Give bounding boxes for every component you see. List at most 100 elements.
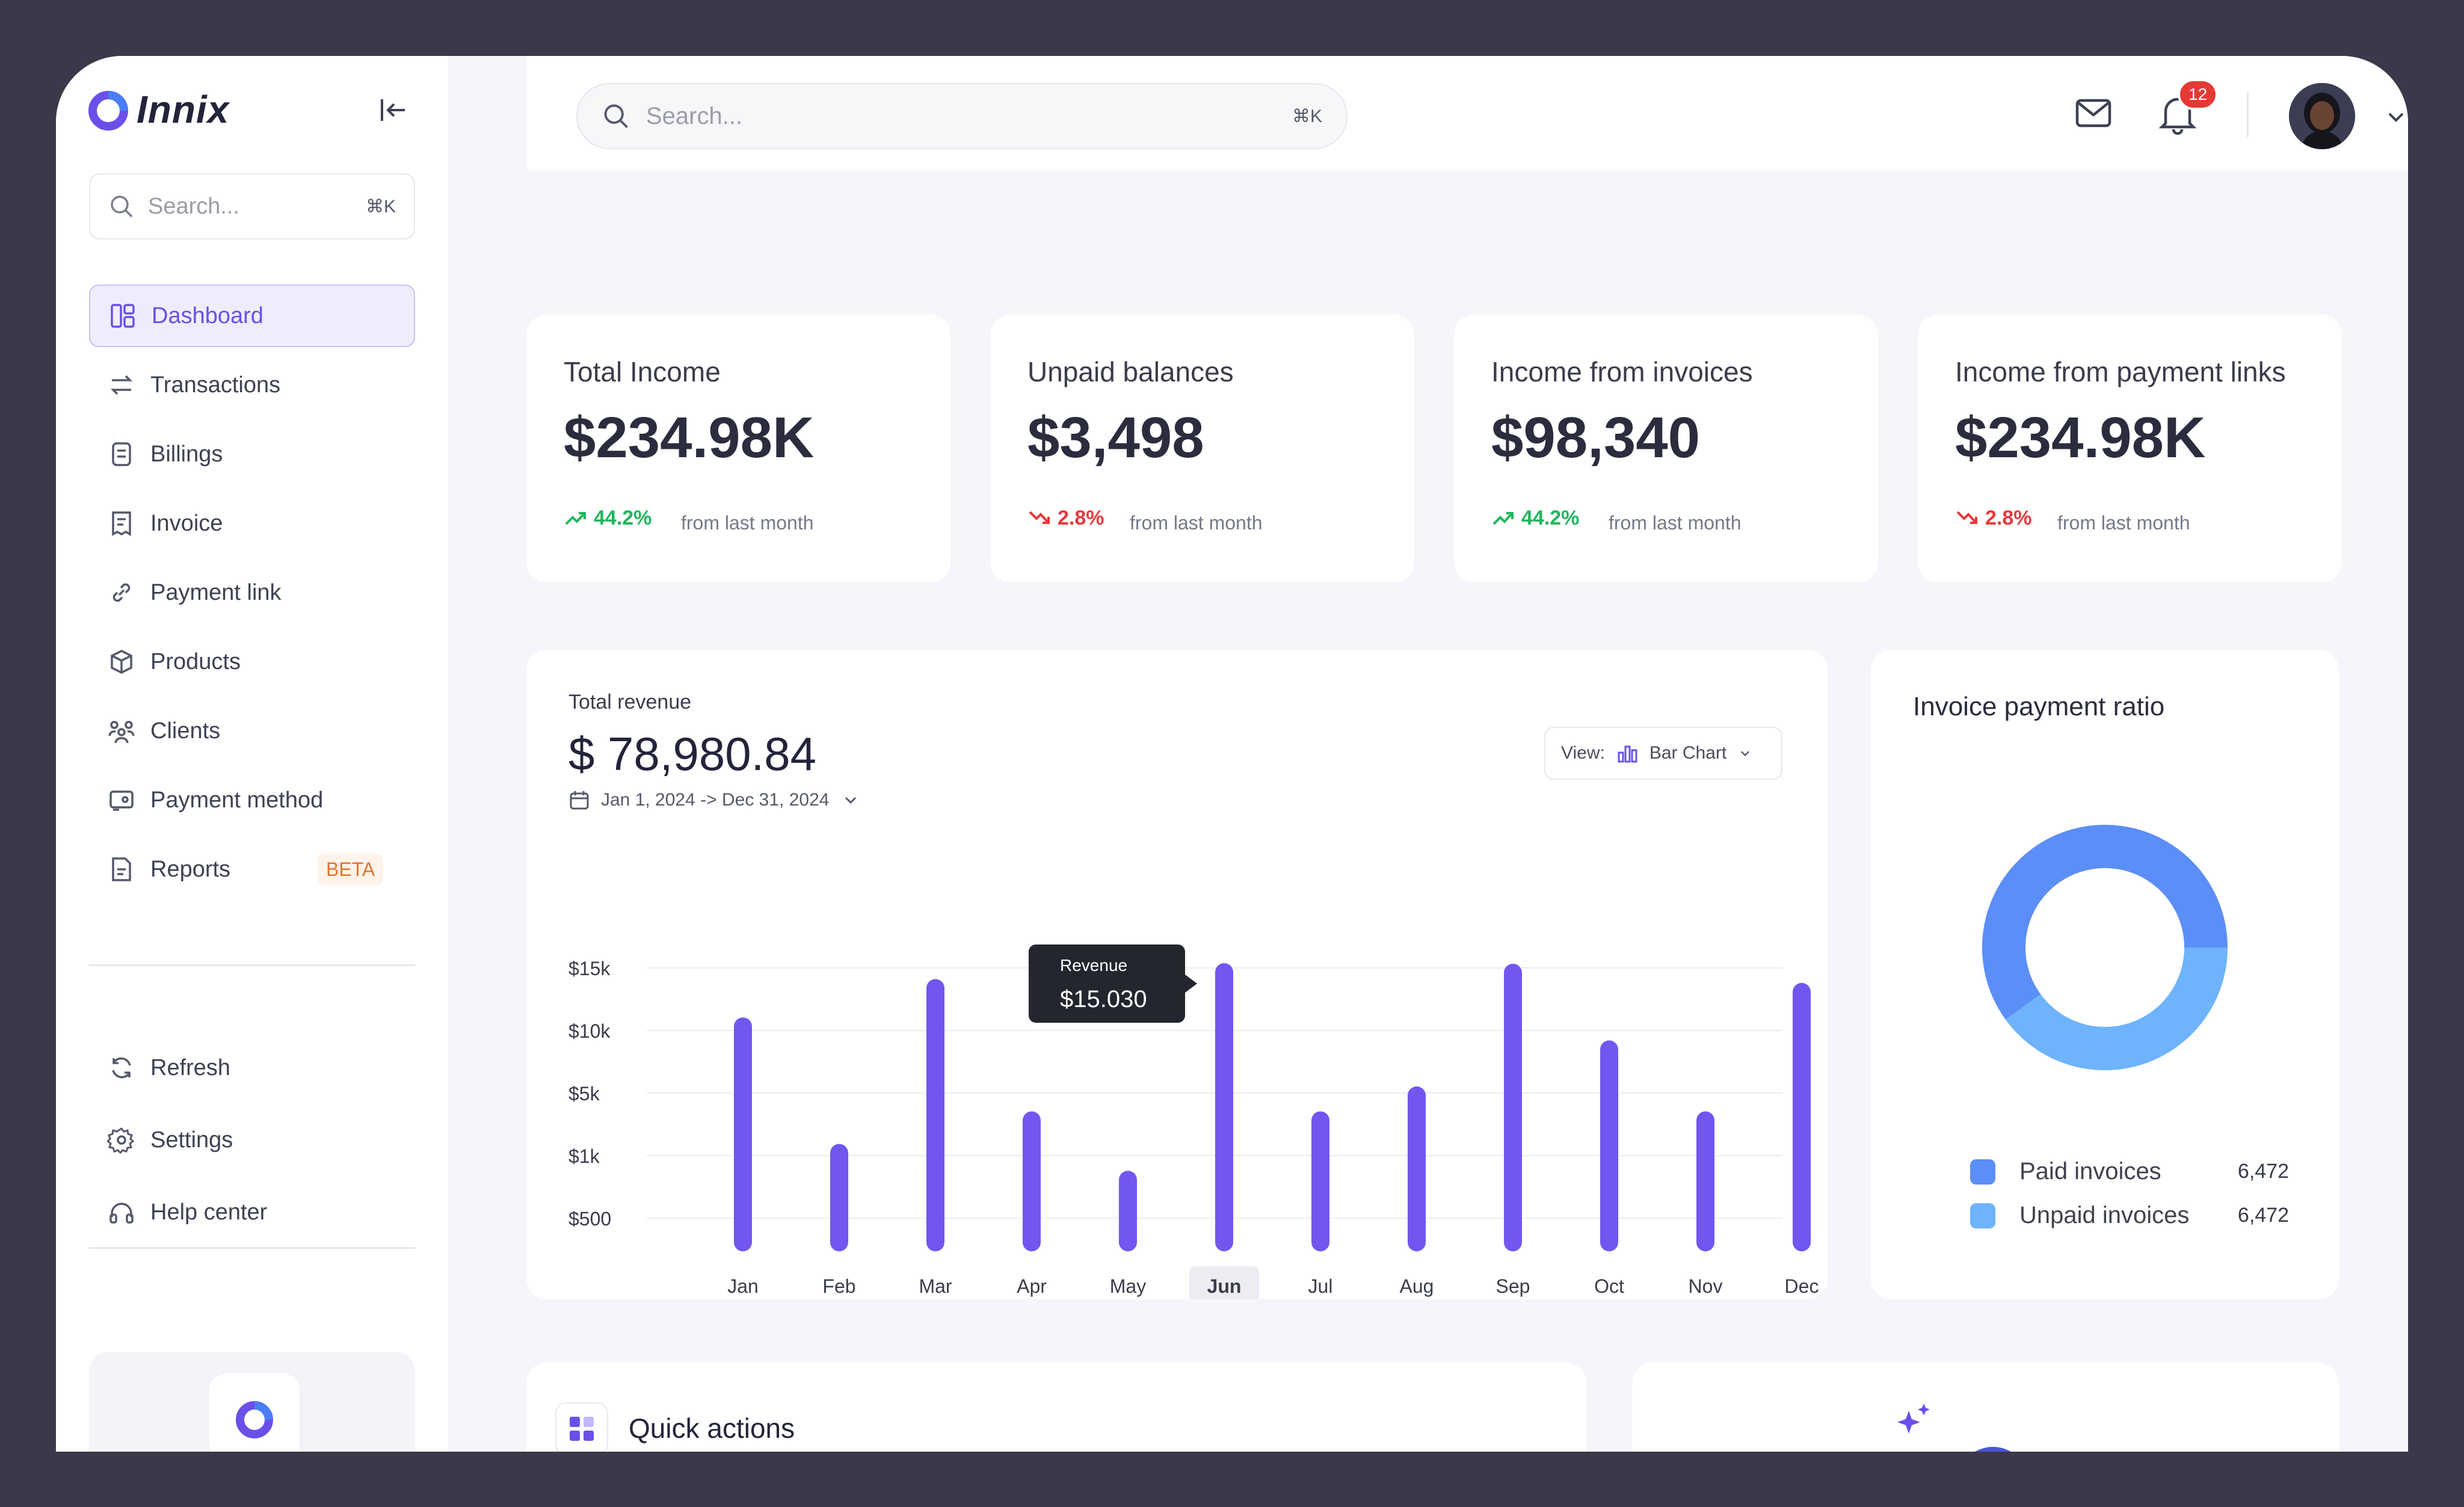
- sidebar-search-placeholder: Search...: [148, 193, 240, 219]
- trend-up-icon: [1492, 512, 1514, 525]
- promo-graphic: [1975, 1447, 2011, 1452]
- legend-paid: Paid invoices 6,472: [1970, 1158, 2289, 1185]
- mail-icon[interactable]: [2072, 92, 2114, 134]
- x-tick-highlight: [1189, 1266, 1259, 1299]
- headphones-icon: [109, 1203, 134, 1224]
- billing-icon: [112, 442, 131, 466]
- stat-value: $98,340: [1491, 405, 1701, 470]
- chevron-down-icon: [1741, 751, 1750, 757]
- y-tick-label: $15k: [568, 958, 611, 979]
- legend-count: 6,472: [2237, 1160, 2289, 1183]
- sidebar-item-label: Transactions: [150, 372, 281, 398]
- stat-label: Income from invoices: [1491, 356, 1753, 387]
- stat-label: Unpaid balances: [1027, 356, 1234, 387]
- global-search-input[interactable]: Search... ⌘K: [576, 83, 1348, 149]
- bar-sep[interactable]: [1504, 963, 1522, 1251]
- bar-may[interactable]: [1119, 1171, 1137, 1251]
- brand[interactable]: Innix: [87, 87, 229, 132]
- sidebar-item-refresh[interactable]: Refresh: [89, 1037, 415, 1099]
- bar-oct[interactable]: [1600, 1040, 1618, 1251]
- sidebar-item-label: Billings: [150, 441, 223, 467]
- chevron-down-icon: [845, 797, 857, 804]
- bar-chart-icon: [1618, 745, 1637, 763]
- beta-badge: BETA: [318, 853, 384, 886]
- stat-delta-value: 44.2%: [1521, 506, 1580, 529]
- stat-delta-value: 2.8%: [1058, 506, 1104, 529]
- sidebar-search-input[interactable]: Search... ⌘K: [89, 173, 415, 239]
- sidebar-item-label: Reports: [150, 856, 231, 882]
- x-tick-label: Jul: [1308, 1275, 1333, 1297]
- tooltip-label: Revenue: [1060, 956, 1127, 975]
- legend-swatch: [1970, 1203, 1995, 1228]
- bar-jan[interactable]: [734, 1017, 752, 1251]
- stat-delta-value: 2.8%: [1985, 506, 2032, 529]
- stat-card-total-income: Total Income $234.98K 44.2% from last mo…: [526, 315, 950, 582]
- sidebar-item-payment-link[interactable]: Payment link: [89, 561, 415, 624]
- sidebar-item-label: Refresh: [150, 1055, 231, 1080]
- bar-nov[interactable]: [1696, 1111, 1714, 1251]
- stat-card-income-invoices: Income from invoices $98,340 44.2% from …: [1454, 315, 1878, 582]
- sidebar-item-dashboard[interactable]: Dashboard: [89, 285, 415, 347]
- sidebar-item-reports[interactable]: Reports BETA: [89, 838, 415, 901]
- bar-apr[interactable]: [1023, 1111, 1041, 1251]
- dashboard-icon: [111, 304, 135, 328]
- apps-icon: [570, 1417, 594, 1441]
- bar-aug[interactable]: [1408, 1086, 1426, 1251]
- chart-view-select[interactable]: View: Bar Chart: [1544, 727, 1782, 780]
- sidebar: Innix Search... ⌘K Dashboard Transaction…: [56, 56, 448, 1452]
- chevron-down-icon[interactable]: [2382, 103, 2408, 131]
- stat-label: Income from payment links: [1955, 356, 2286, 387]
- y-tick-label: $1k: [568, 1145, 600, 1167]
- stat-delta: 44.2%: [1491, 506, 1579, 530]
- legend-label: Unpaid invoices: [2019, 1202, 2190, 1228]
- grid-icon: [555, 1402, 608, 1452]
- tooltip-box: [1029, 945, 1185, 1023]
- global-search-placeholder: Search...: [646, 102, 743, 129]
- gear-icon: [107, 1127, 135, 1154]
- sidebar-item-billings[interactable]: Billings: [89, 423, 415, 485]
- sidebar-item-payment-method[interactable]: Payment method: [89, 769, 415, 831]
- bar-jun[interactable]: [1215, 963, 1233, 1251]
- date-range-picker[interactable]: Jan 1, 2024 -> Dec 31, 2024: [568, 789, 861, 811]
- quick-actions-title: Quick actions: [629, 1413, 795, 1444]
- x-tick-label: Jan: [727, 1275, 759, 1297]
- sidebar-item-label: Products: [150, 649, 241, 674]
- view-label: View:: [1561, 743, 1605, 763]
- quick-actions-card: Quick actions: [526, 1363, 1586, 1452]
- y-tick-label: $500: [568, 1208, 611, 1230]
- sidebar-item-invoice[interactable]: Invoice: [89, 492, 415, 555]
- collapse-sidebar-icon[interactable]: [375, 92, 411, 128]
- sidebar-item-label: Clients: [150, 718, 221, 744]
- donut-slice-unpaid[interactable]: [2005, 947, 2228, 1070]
- stat-value: $234.98K: [1955, 405, 2206, 470]
- brand-logo-icon: [236, 1401, 273, 1438]
- avatar-icon: [2289, 83, 2355, 149]
- bar-dec[interactable]: [1793, 982, 1811, 1251]
- tooltip-value: $15.030: [1060, 986, 1147, 1012]
- sidebar-nav: Dashboard Transactions Billings Invoice …: [89, 285, 415, 907]
- link-icon: [112, 583, 131, 602]
- sidebar-promo-card: [89, 1352, 415, 1452]
- sidebar-item-label: Settings: [150, 1127, 233, 1153]
- user-avatar[interactable]: [2289, 83, 2355, 149]
- legend-unpaid: Unpaid invoices 6,472: [1970, 1202, 2289, 1229]
- bar-mar[interactable]: [926, 979, 944, 1251]
- calendar-icon: [570, 791, 589, 810]
- sidebar-item-transactions[interactable]: Transactions: [89, 354, 415, 416]
- trend-down-icon: [1956, 511, 1977, 524]
- sidebar-item-clients[interactable]: Clients: [89, 700, 415, 762]
- x-tick-label: May: [1110, 1275, 1146, 1297]
- revenue-card: Total revenue $ 78,980.84 Jan 1, 2024 ->…: [526, 650, 1828, 1299]
- sidebar-divider: [89, 964, 415, 966]
- sidebar-item-help-center[interactable]: Help center: [89, 1181, 415, 1244]
- trend-up-icon: [565, 512, 586, 525]
- brand-logo-icon: [88, 91, 128, 131]
- sidebar-item-products[interactable]: Products: [89, 630, 415, 693]
- donut-slice-paid[interactable]: [1982, 825, 2228, 1020]
- sidebar-item-settings[interactable]: Settings: [89, 1109, 415, 1171]
- stat-delta: 44.2%: [564, 506, 651, 530]
- bar-jul[interactable]: [1311, 1111, 1329, 1251]
- bar-feb[interactable]: [830, 1144, 848, 1251]
- promo-card: [1632, 1363, 2339, 1452]
- legend-label: Paid invoices: [2019, 1158, 2161, 1185]
